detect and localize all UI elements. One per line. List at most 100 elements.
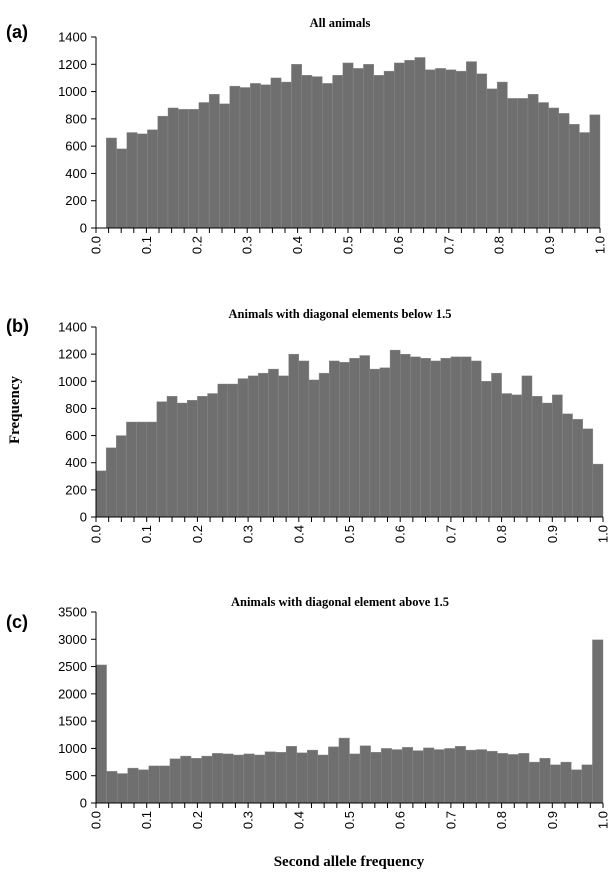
y-tick-label: 1500 xyxy=(58,714,87,729)
bar xyxy=(159,765,171,804)
bar xyxy=(288,353,300,518)
bar xyxy=(589,114,601,229)
bar xyxy=(486,750,498,804)
bar xyxy=(146,421,158,518)
bar xyxy=(243,753,255,804)
chart-title-c: Animals with diagonal element above 1.5 xyxy=(231,595,449,609)
x-tick-label: 1.0 xyxy=(596,811,609,829)
x-tick-label: 0.3 xyxy=(241,525,256,543)
bar xyxy=(548,107,560,229)
bars-a xyxy=(106,57,601,229)
y-tick-label: 3500 xyxy=(58,605,87,620)
x-tick-label: 0.4 xyxy=(290,236,305,254)
bar xyxy=(197,396,208,518)
bar xyxy=(339,362,350,518)
chart-title-b: Animals with diagonal elements below 1.5 xyxy=(229,307,452,321)
bar xyxy=(105,447,117,518)
bar xyxy=(497,753,509,804)
bar xyxy=(592,639,604,804)
bar xyxy=(208,94,220,229)
bars-c xyxy=(95,639,604,804)
y-tick-label: 2000 xyxy=(58,686,87,701)
bar xyxy=(239,87,251,229)
bar xyxy=(527,94,539,229)
x-tick-label: 0.0 xyxy=(89,236,104,254)
bar xyxy=(582,428,594,518)
bar xyxy=(349,358,360,518)
y-tick-label: 2500 xyxy=(58,659,87,674)
y-tick-label: 600 xyxy=(65,428,87,443)
bar xyxy=(560,761,572,804)
x-tick-label: 0.2 xyxy=(190,811,205,829)
y-tick-label: 500 xyxy=(65,768,87,783)
bar xyxy=(285,746,297,804)
y-tick-label: 1000 xyxy=(58,741,87,756)
x-tick-label: 0.0 xyxy=(89,525,104,543)
bar xyxy=(481,381,492,518)
bar xyxy=(410,356,421,518)
x-tick-label: 0.1 xyxy=(139,525,154,543)
bar xyxy=(379,367,391,518)
y-tick-label: 0 xyxy=(80,221,87,236)
bar xyxy=(571,769,583,804)
x-tick-label: 0.8 xyxy=(494,811,509,829)
bar xyxy=(359,355,370,518)
bar xyxy=(157,115,169,229)
x-tick-label: 0.2 xyxy=(190,525,205,543)
bar xyxy=(167,107,179,229)
bar xyxy=(373,74,385,229)
y-tick-label: 1400 xyxy=(58,30,87,45)
bar xyxy=(352,68,364,229)
bar xyxy=(572,419,583,518)
bar xyxy=(433,749,445,804)
bar xyxy=(190,758,202,804)
bar xyxy=(176,402,188,518)
bar xyxy=(491,372,502,518)
bar xyxy=(180,755,192,804)
x-tick-label: 0.0 xyxy=(89,811,104,829)
bar xyxy=(95,470,107,518)
bar xyxy=(430,360,441,518)
bar xyxy=(211,753,223,804)
bar xyxy=(116,773,128,804)
bar xyxy=(445,69,457,229)
bar xyxy=(517,98,529,229)
bar xyxy=(268,368,279,518)
bar xyxy=(328,746,340,804)
bar xyxy=(539,758,551,804)
axes-c: 0 500 1000 1500 2000 2500 3000 3500 0.0 0.1 0.2 0.3… xyxy=(58,605,609,830)
bar xyxy=(329,360,340,518)
bar xyxy=(460,356,472,518)
bar xyxy=(528,761,540,804)
x-tick-label: 0.9 xyxy=(545,811,560,829)
bar xyxy=(476,749,488,804)
bar xyxy=(511,394,523,518)
bar xyxy=(455,70,467,229)
bar xyxy=(420,358,431,518)
x-tick-label: 0.6 xyxy=(391,236,406,254)
y-tick-label: 1400 xyxy=(58,320,87,335)
bar xyxy=(178,109,189,229)
bar xyxy=(106,137,117,229)
bar xyxy=(402,747,414,804)
bar xyxy=(394,62,405,229)
chart-panel-b: (b) Animals with diagonal elements below… xyxy=(6,307,609,543)
x-tick-label: 0.7 xyxy=(443,525,458,543)
y-axis-title-b: Frequency xyxy=(7,375,23,444)
bar xyxy=(389,349,401,518)
bar xyxy=(247,375,259,518)
y-tick-label: 1200 xyxy=(58,347,87,362)
bar xyxy=(476,73,488,229)
bar xyxy=(369,368,381,518)
bar xyxy=(156,401,168,518)
bar xyxy=(465,749,477,804)
chart-panel-a: (a) All animals 0 200 400 600 800 1000 1200 140… xyxy=(6,16,608,254)
bar xyxy=(412,750,424,804)
bar xyxy=(359,745,371,804)
bar xyxy=(592,463,604,518)
x-tick-label: 0.9 xyxy=(545,525,560,543)
axes-b: 0 200 400 600 800 1000 1200 1400 0.0 0.1 0.2 0.3 0.4… xyxy=(58,320,609,544)
bar xyxy=(222,753,234,804)
bar xyxy=(166,396,178,518)
x-tick-label: 0.3 xyxy=(240,236,255,254)
